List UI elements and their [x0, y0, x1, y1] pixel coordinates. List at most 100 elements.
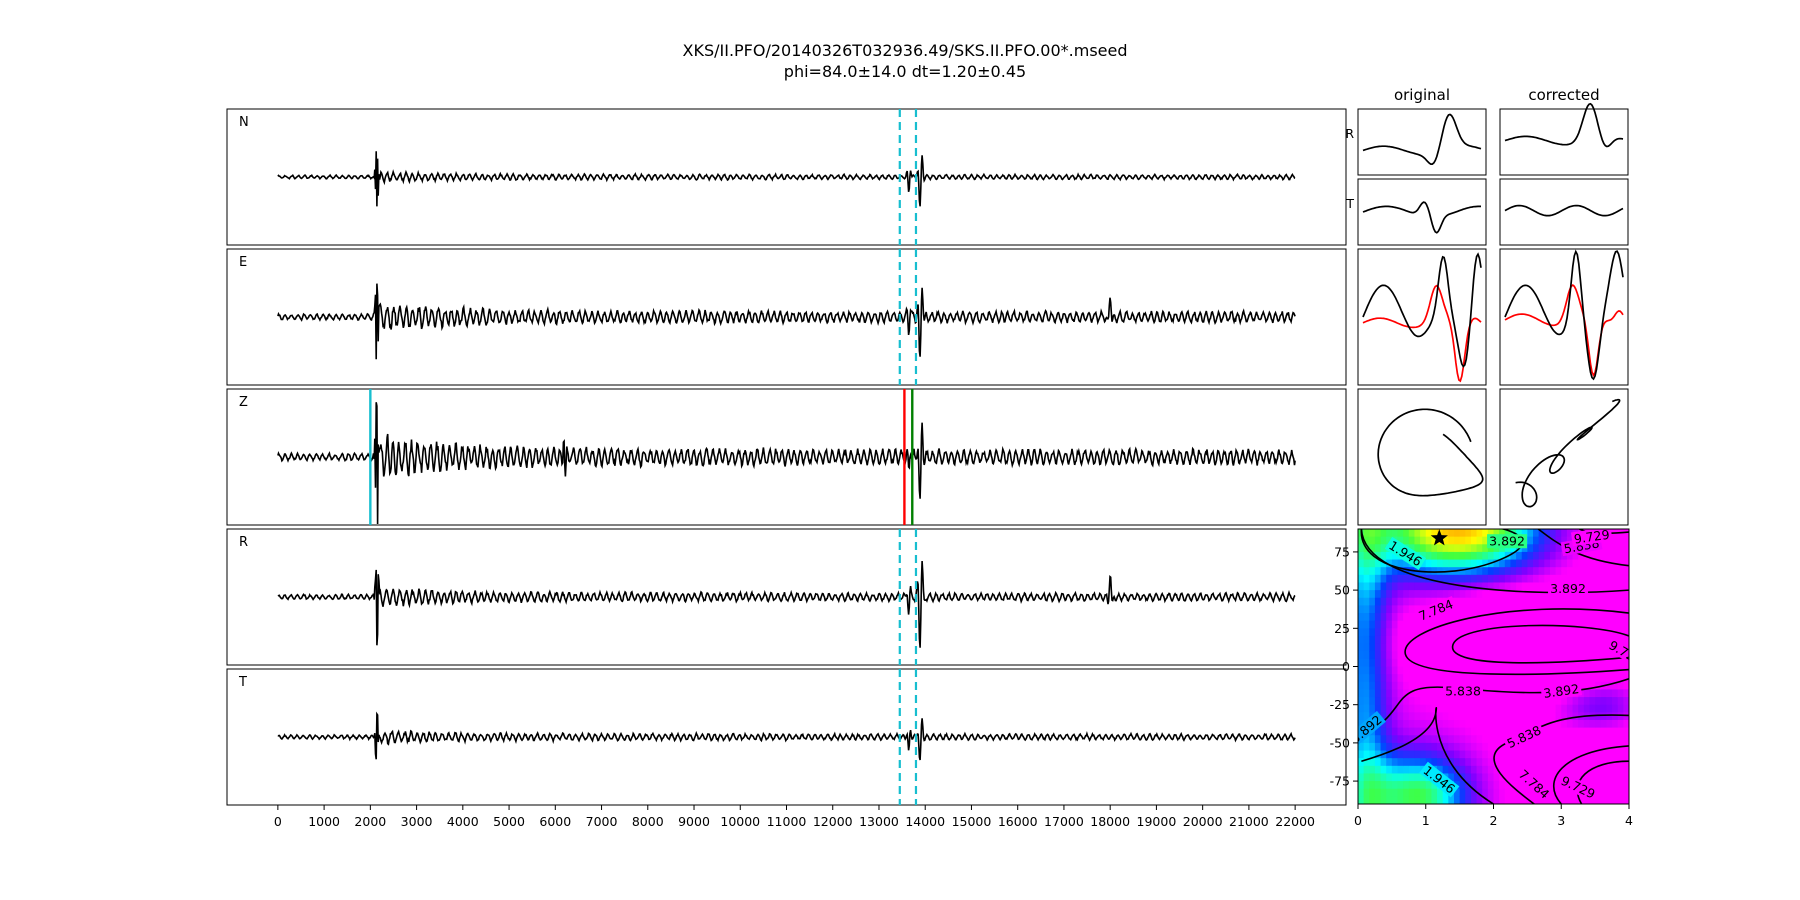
heat-cell [1442, 544, 1449, 553]
heat-cell [1617, 758, 1624, 767]
heat-cell [1459, 735, 1466, 744]
heat-cell [1617, 582, 1624, 591]
heat-cell [1583, 758, 1591, 767]
heat-cell [1363, 697, 1370, 706]
heat-cell [1555, 674, 1562, 683]
heat-cell [1448, 758, 1455, 767]
heat-cell [1448, 536, 1455, 545]
trace-line [277, 711, 1296, 761]
heat-cell [1425, 735, 1432, 744]
heat-cell [1561, 658, 1568, 668]
heat-cell [1391, 620, 1399, 629]
heat-cell [1476, 697, 1483, 706]
heat-cell [1448, 620, 1455, 629]
heat-cell [1516, 628, 1523, 637]
heat-cell [1369, 704, 1376, 713]
heat-cell [1516, 796, 1523, 804]
heat-cell [1358, 666, 1365, 675]
heat-cell [1363, 781, 1370, 790]
heat-cell [1380, 758, 1387, 767]
heat-cell [1493, 796, 1500, 804]
panel-frame [1357, 108, 1487, 176]
heat-cell [1380, 544, 1387, 553]
heat-cell [1431, 559, 1438, 568]
heat-cell [1408, 544, 1416, 553]
heat-cell [1527, 704, 1534, 713]
heat-cell [1391, 635, 1399, 645]
heat-cell [1533, 674, 1540, 683]
heat-cell [1420, 536, 1427, 545]
heat-cell [1363, 551, 1370, 561]
heat-cell [1431, 735, 1438, 744]
heat-cell [1521, 704, 1528, 713]
heat-cell [1431, 551, 1438, 561]
heat-cell [1470, 666, 1478, 675]
heat-cell [1572, 643, 1579, 652]
heat-cell [1589, 681, 1596, 691]
heat-cell [1583, 620, 1591, 629]
heat-cell [1538, 529, 1545, 538]
heat-cell [1595, 750, 1602, 759]
heat-cell [1623, 582, 1629, 591]
heat-cell [1386, 620, 1393, 629]
heat-cell [1561, 551, 1568, 561]
heat-cell [1612, 582, 1619, 591]
heat-cell [1453, 620, 1461, 629]
heat-cell [1623, 712, 1629, 721]
heat-cell [1476, 635, 1483, 645]
heat-cell [1358, 635, 1365, 645]
heat-cell [1358, 605, 1365, 614]
heat-cell [1510, 597, 1517, 606]
heat-cell [1589, 567, 1596, 576]
heat-cell [1516, 681, 1523, 691]
heat-cell [1578, 742, 1585, 752]
heat-cell [1595, 781, 1602, 790]
heat-cell [1561, 712, 1568, 721]
heat-cell [1572, 628, 1579, 637]
heat-cell [1572, 658, 1579, 668]
x-tick-label: 12000 [813, 814, 853, 829]
heat-cell [1499, 529, 1506, 538]
heat-cell [1465, 529, 1472, 538]
heat-cell [1527, 544, 1534, 553]
heat-cell [1617, 719, 1624, 729]
slow-wave [1362, 284, 1482, 383]
heat-cell [1583, 635, 1591, 645]
heat-cell [1397, 719, 1404, 729]
figure-subtitle: phi=84.0±14.0 dt=1.20±0.45 [784, 62, 1026, 81]
heat-cell [1499, 544, 1506, 553]
heat-cell [1408, 727, 1416, 736]
heat-cell [1572, 674, 1579, 683]
contour-label-bg [1557, 772, 1600, 802]
heat-cell [1549, 628, 1557, 637]
heat-cell [1499, 605, 1506, 614]
heat-cell [1470, 796, 1478, 804]
heat-cell [1617, 674, 1624, 683]
heat-cell [1358, 551, 1365, 561]
heat-cell [1431, 635, 1438, 645]
heat-cell [1516, 704, 1523, 713]
heat-cell [1403, 635, 1410, 645]
particle-panel [1499, 178, 1629, 246]
heat-cell [1555, 788, 1562, 797]
y-tick-label: -75 [1330, 774, 1350, 789]
heat-cell [1386, 658, 1393, 668]
heat-cell [1549, 551, 1557, 561]
heat-cell [1380, 704, 1387, 713]
heat-cell [1414, 773, 1421, 782]
heat-cell [1420, 773, 1427, 782]
heat-cell [1470, 529, 1478, 538]
heat-cell [1420, 750, 1427, 759]
heat-cell [1516, 635, 1523, 645]
heat-cell [1391, 742, 1399, 752]
heat-cell [1600, 559, 1608, 568]
heat-cell [1589, 666, 1596, 675]
heat-cell [1420, 529, 1427, 538]
heat-cell [1363, 758, 1370, 767]
heat-cell [1420, 712, 1427, 721]
heat-cell [1425, 651, 1432, 660]
x-axis-ticks: 0 1000 2000 3000 4000 5000 6000 7000 8000 9000 100… [274, 805, 1315, 829]
heat-cell [1476, 559, 1483, 568]
heat-cell [1465, 727, 1472, 736]
heat-cell [1600, 697, 1608, 706]
